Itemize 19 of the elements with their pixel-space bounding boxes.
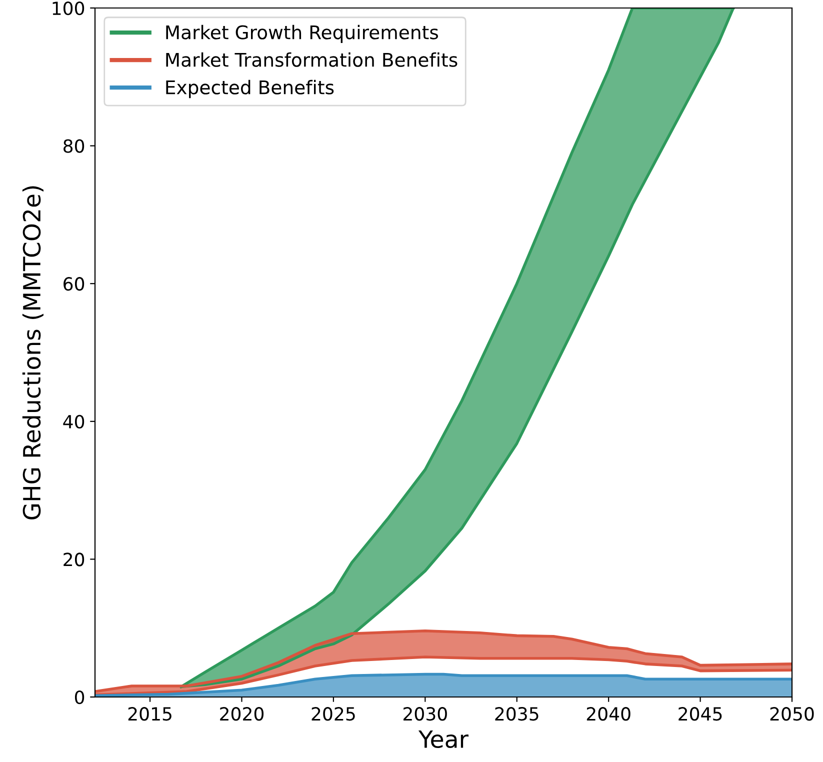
y-tick-label: 60 <box>64 277 84 291</box>
legend-label: Market Growth Requirements <box>166 24 438 44</box>
y-tick-label: 80 <box>64 139 84 153</box>
legend-label: Expected Benefits <box>166 80 334 98</box>
y-axis-title: GHG Reductions (MMTCO2e) <box>22 186 44 520</box>
x-tick-label: 2040 <box>586 707 630 721</box>
x-axis-title: Year <box>418 730 468 748</box>
y-tick-label: 0 <box>74 690 84 704</box>
legend-label: Market Transformation Benefits <box>166 52 458 67</box>
x-tick-label: 2015 <box>128 707 172 721</box>
x-tick-label: 2050 <box>770 707 814 721</box>
x-tick-label: 2035 <box>495 707 538 721</box>
y-tick-label: 100 <box>52 1 84 16</box>
y-tick-label: 40 <box>63 414 84 429</box>
x-tick-label: 2020 <box>220 707 264 721</box>
x-tick-label: 2025 <box>312 707 355 721</box>
x-tick-label: 2045 <box>678 707 722 721</box>
y-tick-label: 20 <box>64 552 84 566</box>
x-tick-label: 2030 <box>404 707 447 721</box>
